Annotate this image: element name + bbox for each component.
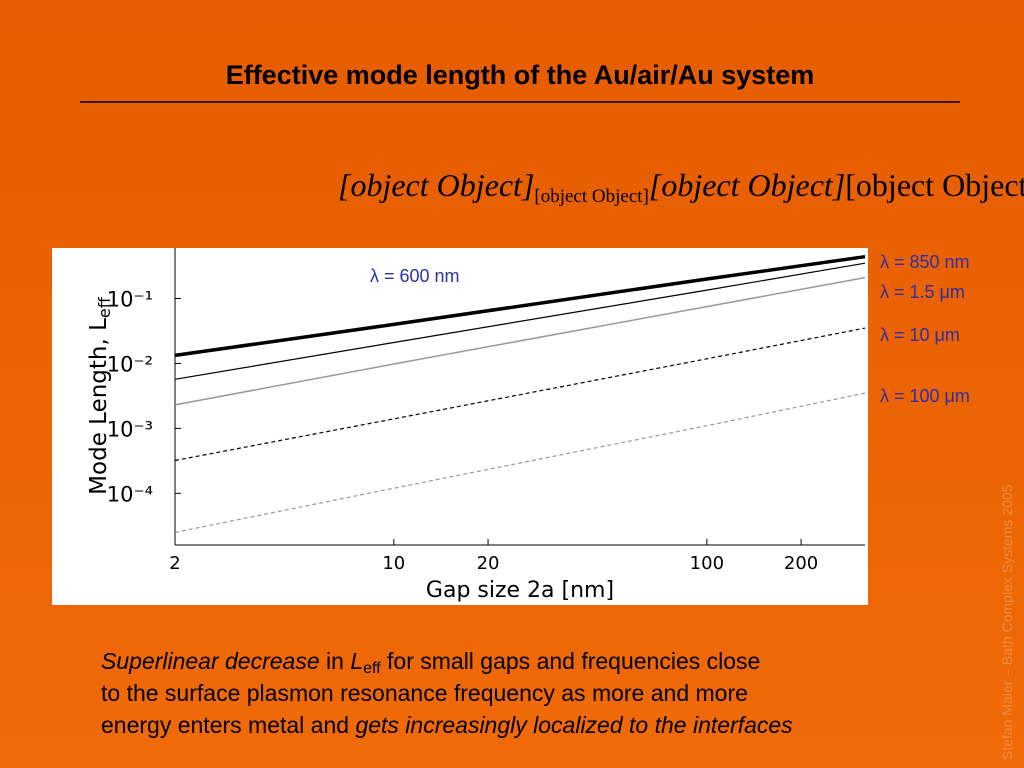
caption-segment: to the surface plasmon resonance frequen… xyxy=(101,680,748,706)
series-line xyxy=(174,276,866,406)
series-label: λ = 600 nm xyxy=(370,266,460,286)
equation-part: [object Object] xyxy=(534,186,648,207)
x-tick-label: 2 xyxy=(169,553,180,574)
caption-segment: gets increasingly localized to the inter… xyxy=(355,712,793,738)
caption-segment: Superlinear decrease xyxy=(101,648,320,674)
chart: 10⁻¹ 10⁻² 10⁻³ 10⁻⁴ 2 10 20 100 200 Gap size 2a [… xyxy=(86,248,970,603)
x-tick-label: 20 xyxy=(477,553,500,574)
caption-segment: energy enters metal and xyxy=(101,712,355,738)
equation-part: [object Object] xyxy=(649,167,845,203)
caption-segment: eff xyxy=(363,660,381,677)
caption: Superlinear decrease in Leff for small g… xyxy=(101,648,793,738)
y-tick-label: 10⁻² xyxy=(107,352,153,376)
x-tick-label: 10 xyxy=(382,553,405,574)
plot-panel xyxy=(52,248,868,605)
watermark: Stefan Maier – Bath Complex Systems 2005 xyxy=(999,484,1015,760)
series-label: λ = 850 nm xyxy=(880,252,970,272)
y-axis-label: Mode Length, Leff xyxy=(86,296,114,495)
series-label: λ = 1.5 μm xyxy=(880,282,965,302)
series-label: λ = 10 μm xyxy=(880,325,960,345)
caption-segment: L xyxy=(350,648,363,674)
x-tick-label: 100 xyxy=(690,553,724,574)
caption-segment: in xyxy=(320,648,351,674)
series-label: λ = 100 μm xyxy=(880,386,970,406)
series-line xyxy=(174,392,866,533)
equation-part: [object Object] xyxy=(338,167,534,203)
equation-part: [object Object] xyxy=(845,167,1024,203)
y-tick-label: 10⁻¹ xyxy=(107,288,153,312)
caption-segment: for small gaps and frequencies close xyxy=(381,648,761,674)
y-tick-label: 10⁻³ xyxy=(107,417,153,441)
x-tick-label: 200 xyxy=(784,553,818,574)
y-axis-label-sub: eff xyxy=(95,296,114,318)
y-tick-label: 10⁻⁴ xyxy=(107,482,153,506)
series-line xyxy=(174,262,866,380)
slide-title: Effective mode length of the Au/air/Au s… xyxy=(226,60,815,90)
x-axis-label: Gap size 2a [nm] xyxy=(426,578,614,603)
series-line xyxy=(174,254,866,358)
equation: [object Object][object Object][object Ob… xyxy=(338,167,1024,207)
y-axis-label-main: Mode Length, L xyxy=(86,318,112,495)
